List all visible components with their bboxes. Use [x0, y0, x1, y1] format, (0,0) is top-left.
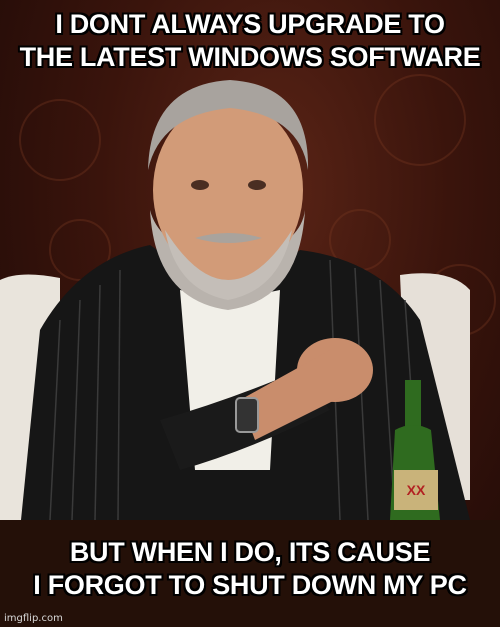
left-eye: [191, 180, 209, 190]
bottom-caption-line-1: BUT WHEN I DO, ITS CAUSE: [69, 537, 431, 567]
top-caption-line-1: I DONT ALWAYS UPGRADE TO: [55, 9, 445, 39]
top-caption-line-2: THE LATEST WINDOWS SOFTWARE: [19, 42, 481, 72]
bottom-caption-line-2: I FORGOT TO SHUT DOWN MY PC: [33, 570, 467, 600]
chin-beard: [165, 230, 292, 300]
wristwatch: [235, 397, 259, 433]
hair: [148, 80, 309, 170]
svg-text:XX: XX: [407, 482, 426, 498]
beard: [150, 210, 305, 310]
forearm: [240, 350, 345, 440]
top-caption: I DONT ALWAYS UPGRADE TO THE LATEST WIND…: [8, 8, 492, 74]
watermark: imgflip.com: [4, 613, 63, 624]
right-eye: [248, 180, 266, 190]
face: [153, 100, 303, 280]
pinstripes: [49, 259, 421, 521]
table: [0, 520, 500, 627]
bottom-caption: BUT WHEN I DO, ITS CAUSE I FORGOT TO SHU…: [8, 536, 492, 602]
beer-bottle: XX: [390, 380, 440, 520]
mustache: [195, 233, 262, 243]
